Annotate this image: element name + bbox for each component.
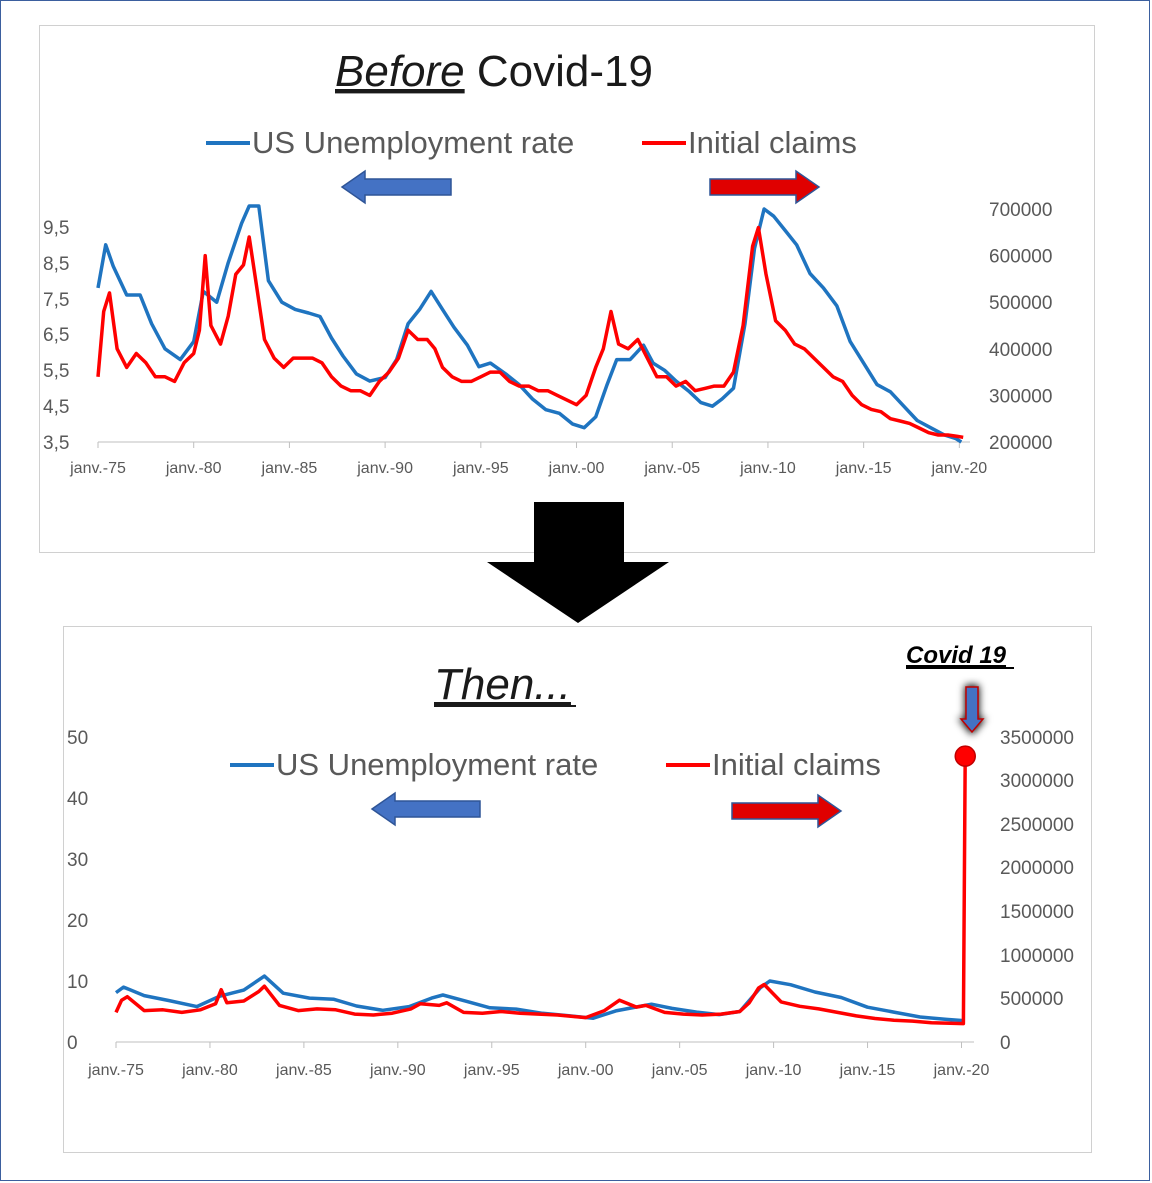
chart-then-svg: Then... Covid 19 US Unemployment rate In…	[67, 642, 1074, 1079]
x-tick-label: janv.-10	[745, 1062, 802, 1079]
series-line-unemployment	[96, 204, 963, 444]
x-tick-label: janv.-80	[181, 1062, 238, 1079]
x-tick-label: janv.-10	[739, 460, 796, 477]
x-tick-label: janv.-95	[452, 460, 509, 477]
legend: US Unemployment rate Initial claims	[230, 747, 881, 782]
legend-label-unemployment: US Unemployment rate	[276, 747, 598, 782]
x-tick-label: janv.-05	[643, 460, 700, 477]
y-left-tick-label: 40	[67, 789, 88, 810]
chart-title-rest: Covid-19	[465, 47, 653, 96]
y-left-tick-label: 50	[67, 728, 88, 749]
y-right-tick-label: 1000000	[1000, 946, 1074, 967]
x-tick-label: janv.-95	[463, 1062, 520, 1079]
y-left-tick-label: 20	[67, 911, 88, 932]
y-left-tick-label: 0	[67, 1033, 78, 1054]
y-right-tick-label: 600000	[989, 247, 1052, 268]
chart-title: Before Covid-19	[335, 47, 653, 96]
left-axis-arrow-icon	[370, 791, 481, 827]
x-tick-label: janv.-20	[933, 1062, 990, 1079]
covid-annotation-label: Covid 19	[906, 642, 1007, 669]
x-tick-label: janv.-90	[369, 1062, 426, 1079]
covid-spike-marker	[954, 745, 976, 767]
x-tick-label: janv.-90	[356, 460, 413, 477]
y-left-tick-label: 10	[67, 972, 88, 993]
y-right-tick-label: 200000	[989, 433, 1052, 454]
y-right-tick-label: 3500000	[1000, 728, 1074, 749]
y-right-tick-label: 400000	[989, 340, 1052, 361]
series-line-initial-claims	[114, 756, 967, 1026]
x-tick-label: janv.-80	[165, 460, 222, 477]
x-tick-label: janv.-00	[548, 460, 605, 477]
x-tick-label: janv.-85	[275, 1062, 332, 1079]
y-right-tick-label: 2500000	[1000, 815, 1074, 836]
left-axis-arrow-icon	[340, 169, 452, 205]
x-tick-label: janv.-15	[835, 460, 892, 477]
x-tick-label: janv.-20	[930, 460, 987, 477]
chart-title-emphasis: Before	[335, 47, 465, 96]
series-line-initial-claims	[96, 225, 964, 440]
legend-label-unemployment: US Unemployment rate	[252, 125, 574, 160]
chart-title: Then...	[434, 660, 571, 709]
legend-label-claims: Initial claims	[712, 747, 881, 782]
x-tick-label: janv.-85	[261, 460, 318, 477]
x-tick-label: janv.-00	[557, 1062, 614, 1079]
y-right-tick-label: 0	[1000, 1033, 1011, 1054]
right-axis-arrow-icon	[709, 169, 821, 205]
y-right-tick-label: 500000	[989, 293, 1052, 314]
covid-pointer-arrow-icon	[958, 685, 986, 735]
chart-before-svg: Before Covid-19 US Unemployment rate Ini…	[43, 47, 1052, 477]
y-left-tick-label: 9,5	[43, 218, 69, 239]
y-left-tick-label: 7,5	[43, 290, 69, 311]
y-left-tick-label: 5,5	[43, 361, 69, 382]
right-axis-arrow-icon	[731, 793, 843, 829]
y-right-tick-label: 700000	[989, 200, 1052, 221]
y-left-tick-label: 4,5	[43, 397, 69, 418]
y-right-tick-label: 1500000	[1000, 902, 1074, 923]
x-tick-label: janv.-15	[839, 1062, 896, 1079]
legend: US Unemployment rate Initial claims	[206, 125, 857, 160]
y-right-tick-label: 300000	[989, 386, 1052, 407]
y-left-tick-label: 8,5	[43, 254, 69, 275]
down-arrow-icon	[487, 502, 669, 623]
x-tick-label: janv.-75	[87, 1062, 144, 1079]
y-left-tick-label: 3,5	[43, 433, 69, 454]
chart-panel-then: Then... Covid 19 US Unemployment rate In…	[63, 626, 1092, 1153]
x-tick-label: janv.-05	[651, 1062, 708, 1079]
y-left-tick-label: 6,5	[43, 325, 69, 346]
x-tick-label: janv.-75	[69, 460, 126, 477]
y-left-tick-label: 30	[67, 850, 88, 871]
y-right-tick-label: 500000	[1000, 989, 1063, 1010]
chart-panel-before: Before Covid-19 US Unemployment rate Ini…	[39, 25, 1095, 553]
legend-label-claims: Initial claims	[688, 125, 857, 160]
y-right-tick-label: 3000000	[1000, 771, 1074, 792]
y-right-tick-label: 2000000	[1000, 858, 1074, 879]
